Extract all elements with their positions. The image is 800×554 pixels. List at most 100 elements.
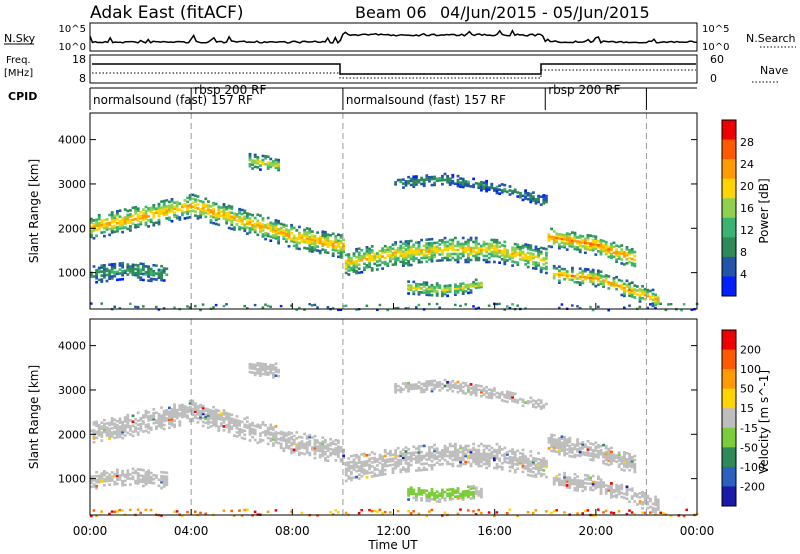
range-cell (490, 446, 494, 450)
range-cell (274, 235, 278, 238)
range-cell (612, 494, 616, 498)
range-cell (126, 215, 130, 219)
range-cell (248, 231, 252, 234)
range-cell (116, 425, 119, 429)
range-cell (386, 308, 389, 312)
range-cell (435, 245, 439, 248)
range-cell (352, 454, 356, 457)
range-cell (636, 493, 639, 496)
range-cell (654, 293, 657, 297)
range-cell (308, 435, 312, 439)
range-cell (448, 387, 452, 391)
range-cell (131, 218, 135, 222)
range-cell (443, 458, 447, 462)
range-cell (256, 364, 260, 367)
range-cell (121, 216, 124, 220)
range-cell (147, 207, 150, 210)
range-cell (204, 413, 208, 417)
range-cell (147, 475, 150, 478)
range-cell (97, 476, 101, 480)
range-cell (511, 462, 514, 465)
range-cell (214, 216, 218, 220)
range-cell (506, 251, 509, 254)
range-cell (220, 412, 223, 415)
range-cell (162, 203, 166, 207)
range-cell (552, 446, 556, 449)
range-cell (516, 467, 520, 470)
range-cell (425, 289, 429, 293)
range-cell (266, 436, 270, 440)
range-cell (391, 457, 395, 461)
range-cell (597, 244, 600, 247)
range-cell (532, 252, 535, 256)
range-cell (134, 263, 137, 267)
range-cell (313, 438, 317, 442)
range-cell (581, 269, 585, 273)
range-cell (539, 203, 543, 206)
range-cell (563, 245, 566, 249)
range-cell (433, 255, 436, 259)
range-cell (321, 236, 325, 239)
range-cell (542, 200, 546, 203)
velocity-ylabel: Slant Range [km] (27, 365, 41, 469)
range-cell (407, 249, 410, 253)
range-cell (95, 274, 98, 278)
range-cell (545, 247, 548, 251)
range-cell (368, 457, 371, 461)
range-cell (441, 496, 444, 500)
range-cell (461, 448, 465, 452)
range-cell (118, 278, 122, 281)
range-cell (168, 218, 171, 222)
range-cell (363, 256, 366, 260)
range-cell (251, 225, 254, 229)
range-cell (144, 429, 148, 433)
colorbar-swatch (722, 466, 736, 487)
range-cell (97, 213, 101, 217)
range-cell (459, 496, 462, 500)
range-cell (656, 298, 660, 302)
range-cell (573, 237, 577, 241)
range-cell (438, 385, 442, 388)
range-cell (633, 492, 637, 495)
range-cell (477, 256, 481, 260)
range-cell (121, 471, 124, 475)
range-cell (173, 205, 176, 208)
range-cell (139, 276, 143, 279)
range-cell (584, 481, 587, 485)
range-cell (404, 446, 408, 449)
range-cell (448, 488, 452, 491)
range-cell (467, 254, 470, 258)
range-cell (568, 440, 572, 444)
range-cell (136, 474, 140, 477)
range-cell (233, 218, 236, 221)
range-cell (204, 205, 208, 209)
range-cell (454, 283, 457, 286)
range-cell (233, 424, 236, 427)
range-cell (144, 273, 148, 276)
range-cell (318, 449, 322, 453)
range-cell (578, 242, 582, 246)
range-cell (129, 215, 132, 218)
range-cell (454, 489, 457, 492)
range-cell (324, 456, 327, 460)
range-cell (108, 427, 111, 431)
range-cell (594, 243, 598, 246)
range-cell (409, 451, 413, 455)
range-cell (168, 210, 171, 214)
range-cell (433, 496, 436, 499)
range-cell (589, 448, 592, 451)
range-cell (529, 396, 533, 400)
range-cell (552, 480, 556, 484)
range-cell (482, 242, 486, 246)
range-cell (321, 240, 325, 243)
y-tick-label: 3000 (58, 178, 86, 191)
range-cell (435, 457, 439, 460)
range-cell (92, 431, 96, 434)
range-cell (222, 304, 226, 308)
range-cell (425, 178, 429, 181)
range-cell (274, 166, 278, 169)
range-cell (261, 366, 265, 370)
range-cell (100, 425, 104, 428)
range-cell (456, 448, 460, 452)
range-cell (100, 421, 104, 424)
